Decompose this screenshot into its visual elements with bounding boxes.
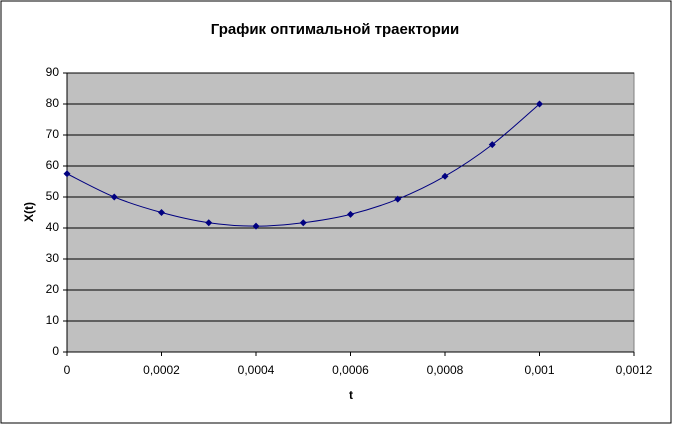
- data-point: [252, 222, 260, 230]
- chart-title: График оптимальной траектории: [211, 21, 459, 38]
- y-tick-label: 10: [46, 313, 60, 327]
- data-point: [488, 141, 496, 149]
- x-tick-label: 0,0012: [616, 363, 653, 377]
- y-axis-label: X(t): [22, 202, 36, 222]
- y-tick-label: 30: [46, 251, 60, 265]
- data-point: [394, 195, 402, 203]
- x-tick-label: 0,0002: [143, 363, 180, 377]
- x-tick-label: 0,0006: [332, 363, 369, 377]
- data-point: [205, 219, 213, 227]
- y-tick-label: 70: [46, 127, 60, 141]
- x-tick-label: 0,0004: [238, 363, 275, 377]
- x-tick-label: 0: [64, 363, 71, 377]
- y-tick-label: 90: [46, 65, 60, 79]
- x-tick-label: 0,001: [524, 363, 554, 377]
- data-point: [347, 210, 354, 218]
- y-tick-label: 80: [46, 96, 60, 110]
- data-point: [299, 219, 307, 227]
- y-tick-label: 0: [52, 344, 59, 358]
- data-point: [110, 193, 118, 201]
- data-point: [536, 100, 543, 108]
- data-point: [441, 172, 449, 180]
- data-point: [158, 209, 165, 216]
- y-tick-label: 50: [46, 189, 60, 203]
- data-point: [63, 170, 71, 178]
- y-tick-label: 60: [46, 158, 60, 172]
- x-tick-label: 0,0008: [427, 363, 464, 377]
- y-tick-label: 20: [46, 282, 60, 296]
- x-axis-label: t: [349, 388, 353, 402]
- y-tick-label: 40: [46, 220, 60, 234]
